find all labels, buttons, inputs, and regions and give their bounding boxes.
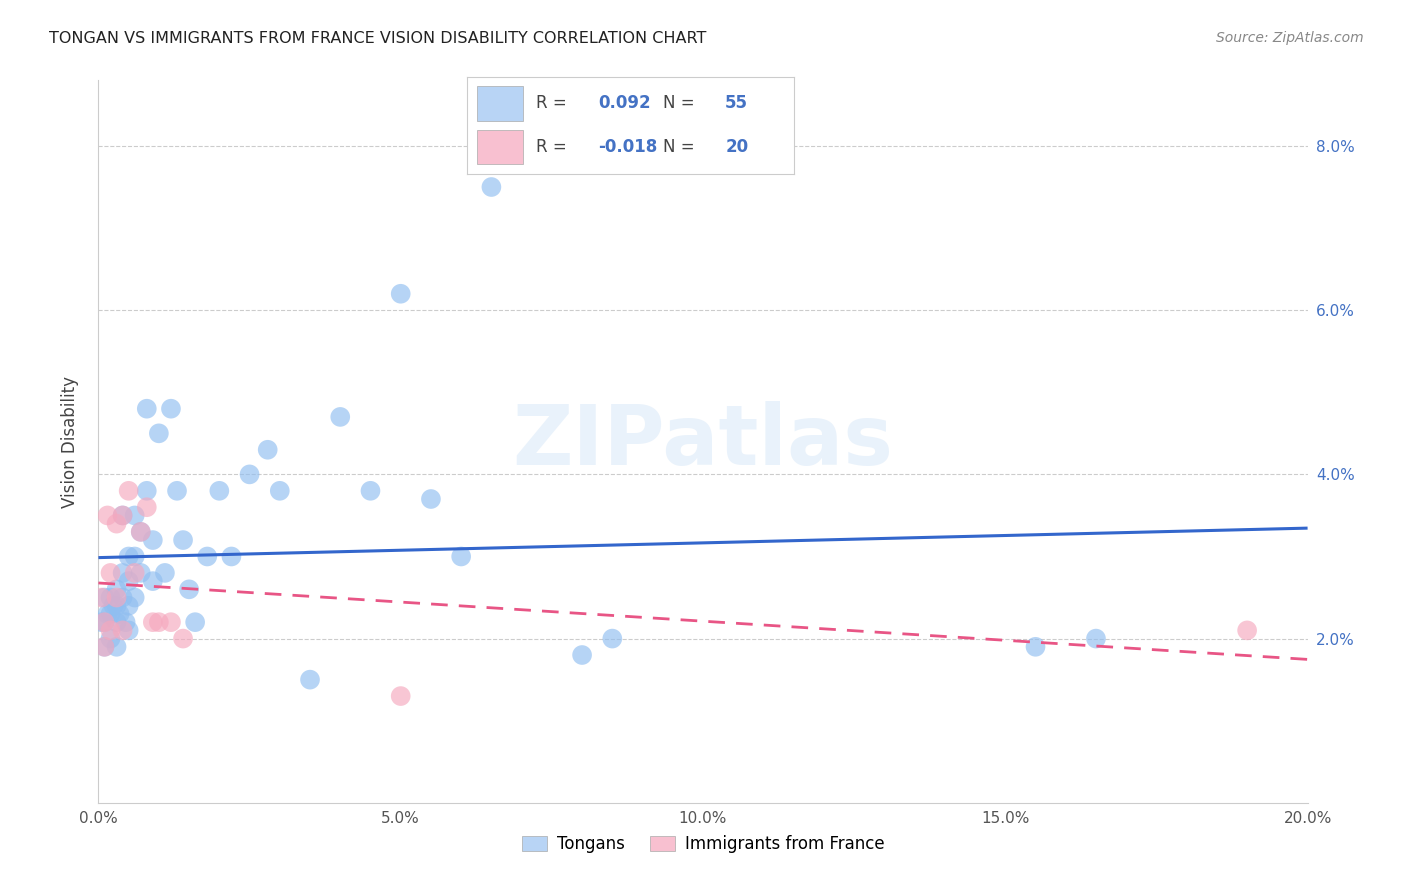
Point [389, 286, 412, 301]
Point [135, 500, 157, 515]
Point [108, 607, 131, 621]
Point [96, 607, 118, 621]
Point [179, 582, 201, 597]
Point [100, 632, 122, 646]
Point [105, 516, 128, 531]
Point [195, 549, 218, 564]
Point [153, 566, 176, 580]
Point [420, 491, 443, 506]
Point [142, 533, 165, 547]
Point [1085, 632, 1108, 646]
Point [160, 615, 183, 630]
Point [118, 599, 141, 613]
Point [90, 615, 112, 630]
Point [221, 549, 243, 564]
Point [135, 401, 157, 416]
Point [135, 483, 157, 498]
Point [118, 483, 141, 498]
Point [114, 615, 136, 630]
Point [105, 599, 128, 613]
Point [105, 615, 128, 630]
Point [142, 615, 165, 630]
Point [93, 615, 115, 630]
Point [111, 591, 134, 605]
Point [256, 442, 278, 457]
Point [329, 409, 352, 424]
Point [118, 549, 141, 564]
Point [184, 615, 207, 630]
Point [129, 524, 152, 539]
Point [389, 689, 412, 703]
Point [105, 582, 128, 597]
Point [450, 549, 472, 564]
Point [1024, 640, 1046, 654]
Point [269, 483, 291, 498]
Point [111, 566, 134, 580]
Point [172, 632, 194, 646]
Text: ZIPatlas: ZIPatlas [513, 401, 893, 482]
Point [124, 591, 146, 605]
Point [93, 640, 115, 654]
Point [118, 624, 141, 638]
Point [571, 648, 593, 662]
Point [100, 624, 122, 638]
Text: Source: ZipAtlas.com: Source: ZipAtlas.com [1216, 31, 1364, 45]
Point [100, 566, 122, 580]
Point [118, 574, 141, 588]
Point [111, 508, 134, 523]
Point [124, 566, 146, 580]
Point [96, 508, 118, 523]
Point [111, 508, 134, 523]
Point [90, 591, 112, 605]
Point [105, 640, 128, 654]
Point [148, 615, 170, 630]
Point [100, 607, 122, 621]
Point [93, 640, 115, 654]
Point [148, 426, 170, 441]
Point [105, 591, 128, 605]
Point [166, 483, 188, 498]
Point [111, 624, 134, 638]
Point [481, 180, 503, 194]
Point [360, 483, 382, 498]
Text: TONGAN VS IMMIGRANTS FROM FRANCE VISION DISABILITY CORRELATION CHART: TONGAN VS IMMIGRANTS FROM FRANCE VISION … [49, 31, 707, 46]
Point [100, 591, 122, 605]
Point [93, 591, 115, 605]
Point [124, 508, 146, 523]
Point [1236, 624, 1258, 638]
Point [160, 401, 183, 416]
Legend: Tongans, Immigrants from France: Tongans, Immigrants from France [515, 828, 891, 860]
Point [129, 566, 152, 580]
Point [239, 467, 262, 482]
Point [172, 533, 194, 547]
Point [299, 673, 322, 687]
Y-axis label: Vision Disability: Vision Disability [60, 376, 79, 508]
Point [208, 483, 231, 498]
Point [124, 549, 146, 564]
Point [142, 574, 165, 588]
Point [602, 632, 624, 646]
Point [129, 524, 152, 539]
Point [93, 615, 115, 630]
Point [103, 599, 125, 613]
